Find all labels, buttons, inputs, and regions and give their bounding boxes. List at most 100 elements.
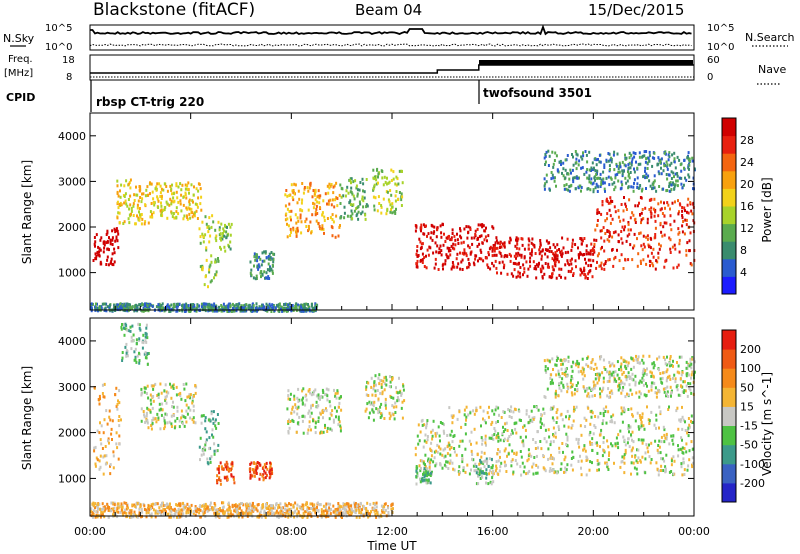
heatmap-cell — [192, 305, 195, 309]
heatmap-cell — [448, 406, 451, 410]
heatmap-cell — [435, 449, 438, 453]
heatmap-cell — [310, 411, 313, 415]
heatmap-cell — [532, 243, 535, 247]
heatmap-cell — [594, 186, 597, 190]
heatmap-cell — [554, 395, 557, 399]
heatmap-cell — [607, 410, 610, 414]
heatmap-cell — [642, 424, 645, 428]
heatmap-cell — [262, 478, 265, 482]
heatmap-cell — [486, 411, 489, 415]
heatmap-cell — [211, 214, 214, 218]
heatmap-cell — [519, 465, 522, 469]
heatmap-cell — [529, 260, 531, 264]
heatmap-cell — [660, 440, 663, 444]
heatmap-cell — [495, 266, 498, 270]
heatmap-cell — [107, 515, 110, 519]
heatmap-cell — [627, 437, 630, 441]
heatmap-cell — [634, 380, 637, 384]
heatmap-cell — [255, 466, 258, 470]
heatmap-cell — [424, 463, 426, 467]
heatmap-cell — [613, 461, 615, 465]
heatmap-cell — [325, 502, 328, 506]
heatmap-cell — [684, 218, 687, 222]
heatmap-cell — [631, 454, 634, 458]
heatmap-cell — [493, 245, 496, 249]
heatmap-cell — [664, 362, 667, 366]
heatmap-cell — [555, 154, 558, 158]
heatmap-cell — [668, 374, 671, 378]
heatmap-cell — [642, 370, 645, 374]
heatmap-cell — [109, 238, 112, 242]
heatmap-cell — [122, 304, 125, 308]
heatmap-cell — [614, 185, 617, 189]
heatmap-cell — [671, 245, 674, 249]
heatmap-cell — [199, 202, 202, 206]
heatmap-cell — [302, 306, 305, 310]
heatmap-cell — [295, 221, 298, 225]
heatmap-cell — [646, 221, 649, 225]
heatmap-cell — [375, 178, 378, 182]
heatmap-cell — [335, 513, 338, 517]
heatmap-cell — [242, 304, 245, 308]
heatmap-cell — [141, 192, 143, 196]
heatmap-cell — [95, 456, 98, 460]
heatmap-cell — [120, 306, 123, 310]
heatmap-cell — [642, 383, 645, 387]
heatmap-cell — [457, 262, 460, 266]
heatmap-cell — [511, 449, 514, 453]
heatmap-cell — [313, 202, 316, 206]
heatmap-cell — [123, 201, 126, 205]
heatmap-cell — [101, 302, 104, 306]
heatmap-cell — [687, 173, 690, 177]
heatmap-cell — [629, 166, 632, 170]
heatmap-cell — [631, 430, 634, 434]
heatmap-cell — [121, 307, 124, 311]
heatmap-cell — [192, 303, 195, 306]
heatmap-cell — [634, 419, 637, 423]
heatmap-cell — [594, 373, 597, 376]
heatmap-cell — [141, 340, 144, 344]
heatmap-cell — [558, 450, 561, 454]
heatmap-cell — [251, 474, 254, 478]
heatmap-cell — [628, 156, 631, 160]
heatmap-cell — [677, 427, 680, 431]
heatmap-cell — [400, 204, 403, 207]
heatmap-cell — [652, 361, 655, 365]
heatmap-cell — [123, 195, 126, 198]
heatmap-cell — [171, 215, 174, 219]
heatmap-cell — [665, 392, 668, 396]
heatmap-cell — [586, 387, 588, 390]
heatmap-cell — [321, 395, 324, 399]
heatmap-cell — [167, 391, 170, 395]
heatmap-cell — [544, 154, 547, 158]
heatmap-cell — [153, 203, 156, 207]
heatmap-cell — [582, 370, 585, 374]
heatmap-cell — [617, 433, 620, 437]
heatmap-cell — [191, 399, 194, 403]
heatmap-cell — [456, 238, 459, 242]
cpid-segment-2: twofsound 3501 — [483, 86, 592, 100]
heatmap-cell — [646, 161, 649, 165]
heatmap-cell — [600, 180, 603, 184]
heatmap-cell — [302, 431, 305, 435]
heatmap-cell — [657, 444, 660, 447]
heatmap-cell — [185, 420, 188, 424]
heatmap-cell — [333, 205, 336, 209]
heatmap-cell — [657, 256, 660, 260]
heatmap-cell — [370, 376, 373, 380]
heatmap-cell — [97, 398, 100, 401]
heatmap-cell — [261, 251, 264, 255]
heatmap-cell — [100, 424, 103, 428]
heatmap-cell — [170, 385, 173, 389]
heatmap-cell — [327, 199, 330, 203]
heatmap-cell — [565, 442, 568, 446]
heatmap-cell — [605, 176, 608, 180]
heatmap-cell — [600, 261, 603, 265]
heatmap-cell — [98, 394, 101, 398]
heatmap-cell — [416, 434, 419, 438]
heatmap-cell — [117, 399, 119, 403]
heatmap-cell — [367, 394, 370, 397]
heatmap-cell — [446, 246, 449, 250]
heatmap-cell — [631, 438, 633, 442]
heatmap-cell — [585, 249, 588, 253]
